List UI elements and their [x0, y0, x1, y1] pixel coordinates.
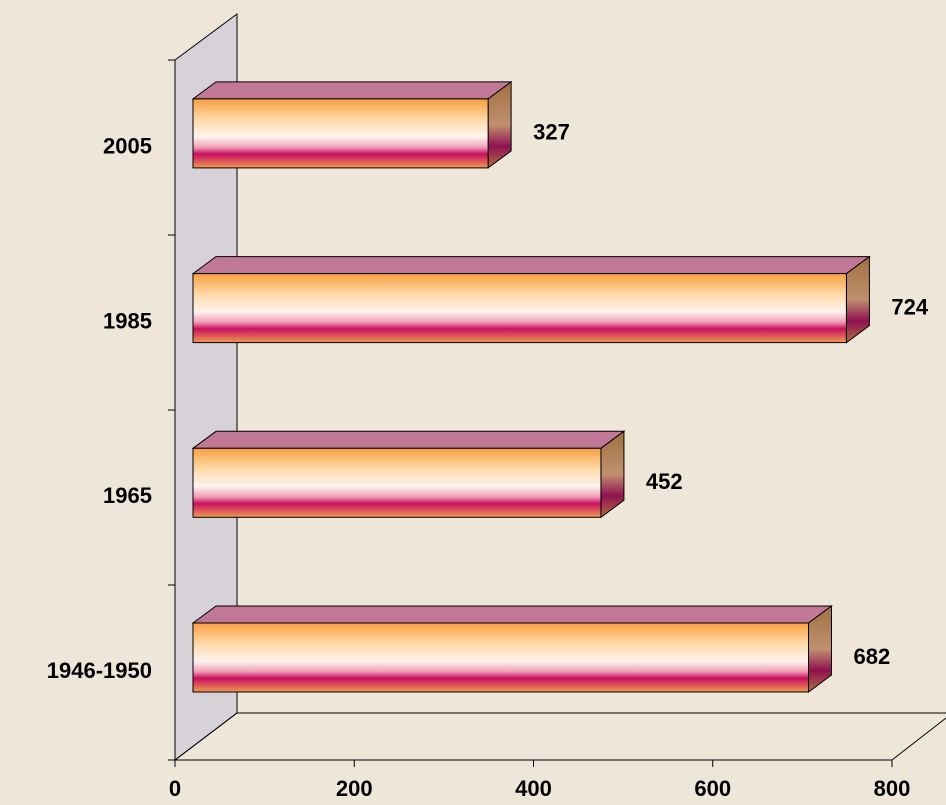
- y-tick-label: 2005: [103, 134, 152, 159]
- bar-front: [192, 273, 847, 344]
- value-label: 327: [533, 120, 570, 145]
- floor: [174, 712, 946, 761]
- y-ticks: [168, 59, 175, 761]
- bar-front: [192, 98, 489, 169]
- bar-top: [191, 81, 513, 100]
- y-tick-label: 1946-1950: [47, 658, 152, 683]
- bar-top: [191, 430, 626, 449]
- bar-top: [191, 256, 871, 275]
- x-tick-label: 0: [169, 776, 181, 801]
- x-tick-label: 200: [336, 776, 373, 801]
- bar: [191, 430, 626, 519]
- x-tick-label: 600: [694, 776, 731, 801]
- value-label: 682: [854, 644, 891, 669]
- bar: [191, 605, 834, 693]
- bar: [191, 80, 513, 169]
- floor-edge: [891, 717, 946, 761]
- x-tick-label: 800: [874, 776, 911, 801]
- bar: [191, 255, 871, 344]
- value-label: 724: [891, 294, 928, 319]
- y-tick-label: 1985: [103, 308, 152, 333]
- value-label: 452: [646, 469, 683, 494]
- bar-front: [192, 622, 810, 693]
- bar-top: [191, 605, 834, 624]
- bar-front: [192, 447, 602, 518]
- x-tick-label: 400: [515, 776, 552, 801]
- y-tick-label: 1965: [103, 483, 152, 508]
